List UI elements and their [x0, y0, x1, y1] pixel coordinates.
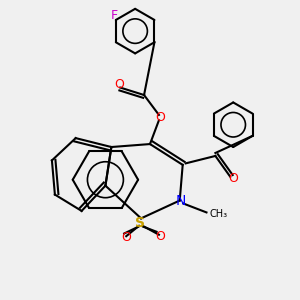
Text: O: O: [121, 231, 131, 244]
Text: S: S: [135, 216, 145, 230]
Text: O: O: [114, 78, 124, 91]
Text: CH₃: CH₃: [209, 209, 228, 219]
Text: O: O: [155, 230, 165, 243]
Text: F: F: [111, 9, 118, 22]
Text: O: O: [228, 172, 238, 185]
Text: O: O: [155, 111, 165, 124]
Text: N: N: [176, 194, 186, 208]
